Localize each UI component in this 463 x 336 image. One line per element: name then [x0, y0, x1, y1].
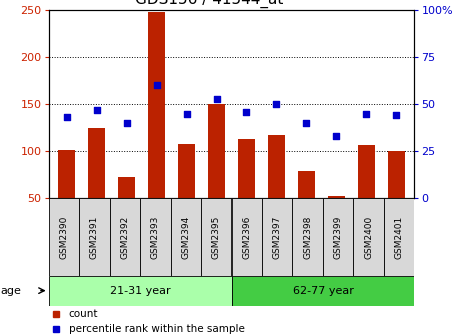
- Point: [393, 113, 400, 118]
- Point: [303, 120, 310, 126]
- Bar: [88, 128, 105, 198]
- Bar: [323, 198, 353, 276]
- Bar: [58, 150, 75, 198]
- Text: GSM2395: GSM2395: [212, 215, 221, 259]
- Bar: [178, 144, 195, 198]
- Bar: [201, 198, 232, 276]
- Text: GSM2393: GSM2393: [151, 215, 160, 259]
- Bar: [298, 171, 315, 198]
- Text: GSM2400: GSM2400: [364, 215, 373, 258]
- Bar: [49, 276, 232, 306]
- Title: GDS156 / 41544_at: GDS156 / 41544_at: [135, 0, 284, 8]
- Bar: [208, 104, 225, 198]
- Bar: [384, 198, 414, 276]
- Point: [63, 115, 70, 120]
- Bar: [110, 198, 140, 276]
- Text: GSM2401: GSM2401: [394, 215, 404, 258]
- Text: GSM2397: GSM2397: [273, 215, 282, 259]
- Point: [243, 109, 250, 114]
- Text: GSM2390: GSM2390: [59, 215, 69, 259]
- Text: percentile rank within the sample: percentile rank within the sample: [69, 324, 244, 334]
- Bar: [262, 198, 293, 276]
- Text: GSM2396: GSM2396: [242, 215, 251, 259]
- Bar: [148, 12, 165, 198]
- Bar: [388, 151, 405, 198]
- Point: [153, 83, 160, 88]
- Bar: [232, 198, 262, 276]
- Bar: [79, 198, 110, 276]
- Text: count: count: [69, 309, 98, 319]
- Bar: [119, 177, 135, 198]
- Bar: [268, 135, 285, 198]
- Bar: [140, 198, 170, 276]
- Point: [93, 107, 100, 113]
- Bar: [353, 198, 384, 276]
- Bar: [328, 196, 344, 198]
- Text: GSM2398: GSM2398: [303, 215, 312, 259]
- Text: GSM2391: GSM2391: [90, 215, 99, 259]
- Text: GSM2394: GSM2394: [181, 215, 190, 258]
- Text: GSM2392: GSM2392: [120, 215, 129, 258]
- Point: [213, 96, 220, 101]
- Bar: [232, 276, 414, 306]
- Point: [123, 120, 130, 126]
- Text: age: age: [0, 286, 21, 296]
- Point: [273, 101, 280, 107]
- Text: 62-77 year: 62-77 year: [293, 286, 353, 296]
- Text: GSM2399: GSM2399: [334, 215, 343, 259]
- Bar: [358, 144, 375, 198]
- Point: [333, 133, 340, 139]
- Bar: [293, 198, 323, 276]
- Point: [183, 111, 190, 116]
- Bar: [170, 198, 201, 276]
- Bar: [238, 139, 255, 198]
- Text: 21-31 year: 21-31 year: [110, 286, 170, 296]
- Point: [363, 111, 370, 116]
- Bar: [49, 198, 79, 276]
